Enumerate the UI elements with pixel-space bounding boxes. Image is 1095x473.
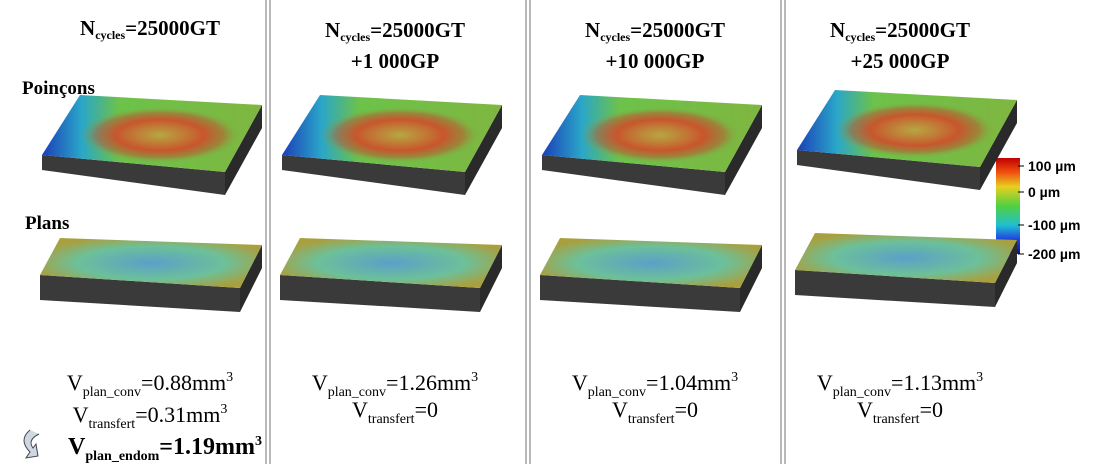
- symbol: N: [80, 16, 96, 40]
- volume: Vplan_endom=1.19mm3: [35, 426, 295, 473]
- volume: Vtransfert=0: [265, 394, 525, 436]
- subscript: transfert: [88, 417, 136, 432]
- block-front: [542, 155, 725, 195]
- value-text: =25000GT: [125, 16, 220, 40]
- column-header: Ncycles=25000GT +25 000GP: [770, 18, 1030, 73]
- colorbar-label: -100 µm: [1028, 217, 1081, 233]
- colorbar-label: 0 µm: [1028, 184, 1061, 200]
- surface-wear: [80, 107, 240, 163]
- subscript: cycles: [600, 30, 631, 44]
- symbol: V: [311, 370, 328, 395]
- volume: Vtransfert=0: [525, 394, 785, 436]
- symbol: N: [830, 18, 846, 42]
- value-text: =0: [674, 397, 698, 422]
- superscript: 3: [254, 434, 262, 449]
- colorbar: [996, 158, 1020, 254]
- value-text: =0: [919, 397, 943, 422]
- value-text: =25000GT: [630, 18, 725, 42]
- value-text: =1.04mm: [646, 370, 732, 395]
- subscript: plan_conv: [82, 385, 142, 400]
- block-side: [480, 245, 502, 312]
- colorbar-label: -200 µm: [1028, 246, 1081, 262]
- symbol: N: [325, 18, 341, 42]
- colorbar-label: 100 µm: [1028, 158, 1076, 174]
- subscript: transfert: [627, 412, 675, 427]
- subscript: plan_conv: [587, 385, 647, 400]
- superscript: 3: [731, 370, 739, 385]
- header-line2: +1 000GP: [350, 49, 440, 73]
- symbol: V: [66, 370, 83, 395]
- value-text: =1.19mm: [159, 434, 255, 460]
- superscript: 3: [226, 370, 234, 385]
- superscript: 3: [220, 402, 228, 417]
- row-label: Poinçons: [22, 78, 95, 99]
- block-side: [980, 100, 1017, 190]
- header-line2: +25 000GP: [850, 49, 950, 73]
- column-header: Ncycles=25000GT: [20, 16, 280, 47]
- block-side: [740, 245, 762, 312]
- superscript: 3: [976, 370, 984, 385]
- block-front: [282, 155, 465, 195]
- surface-top: [40, 238, 262, 288]
- subscript: plan_conv: [327, 385, 387, 400]
- subscript: plan_endom: [85, 449, 160, 464]
- row-label: Plans: [25, 213, 70, 234]
- value-text: =1.13mm: [891, 370, 977, 395]
- volume: Vplan_conv=1.04mm3: [525, 362, 785, 409]
- subscript: plan_conv: [832, 385, 892, 400]
- separators: [265, 0, 786, 464]
- volume: Vplan_conv=1.26mm3: [265, 362, 525, 409]
- subscript: cycles: [95, 28, 126, 42]
- colorbar-ticks: [1018, 165, 1024, 255]
- surface-wear: [320, 107, 480, 163]
- subscript: transfert: [872, 412, 920, 427]
- column-header: Ncycles=25000GT +1 000GP: [265, 18, 525, 73]
- block-side: [725, 105, 762, 195]
- block-front: [42, 155, 225, 195]
- surface-wear: [580, 107, 740, 163]
- symbol: V: [68, 434, 86, 460]
- value-text: =25000GT: [875, 18, 970, 42]
- block-side: [225, 105, 262, 195]
- block-side: [995, 240, 1017, 307]
- symbol: V: [72, 402, 89, 427]
- block-front: [797, 150, 980, 190]
- value-text: =25000GT: [370, 18, 465, 42]
- value-text: =0.31mm: [135, 402, 221, 427]
- volume: Vtransfert=0: [770, 394, 1030, 436]
- volume: Vplan_conv=0.88mm3: [20, 362, 280, 409]
- block-side: [465, 105, 502, 195]
- subscript: cycles: [340, 30, 371, 44]
- value-text: =0: [414, 397, 438, 422]
- surface-top: [795, 233, 1017, 283]
- block-front: [280, 275, 480, 312]
- subscript: transfert: [367, 412, 415, 427]
- subscript: cycles: [845, 30, 876, 44]
- volume: Vplan_conv=1.13mm3: [770, 362, 1030, 409]
- value-text: =1.26mm: [386, 370, 472, 395]
- block-front: [795, 270, 995, 307]
- surface-wear: [835, 102, 995, 158]
- block-front: [540, 275, 740, 312]
- header-line2: +10 000GP: [605, 49, 705, 73]
- symbol: V: [857, 397, 873, 422]
- superscript: 3: [471, 370, 479, 385]
- symbol: V: [352, 397, 368, 422]
- value-text: =0.88mm: [141, 370, 227, 395]
- volume: Vtransfert=0.31mm3: [20, 394, 280, 441]
- column-header: Ncycles=25000GT +10 000GP: [525, 18, 785, 73]
- block-side: [240, 245, 262, 312]
- symbol: N: [585, 18, 601, 42]
- symbol: V: [612, 397, 628, 422]
- symbol: V: [571, 370, 588, 395]
- symbol: V: [816, 370, 833, 395]
- surface-top: [540, 238, 762, 288]
- block-front: [40, 275, 240, 312]
- arrow-icon: [23, 429, 40, 459]
- surface-top: [280, 238, 502, 288]
